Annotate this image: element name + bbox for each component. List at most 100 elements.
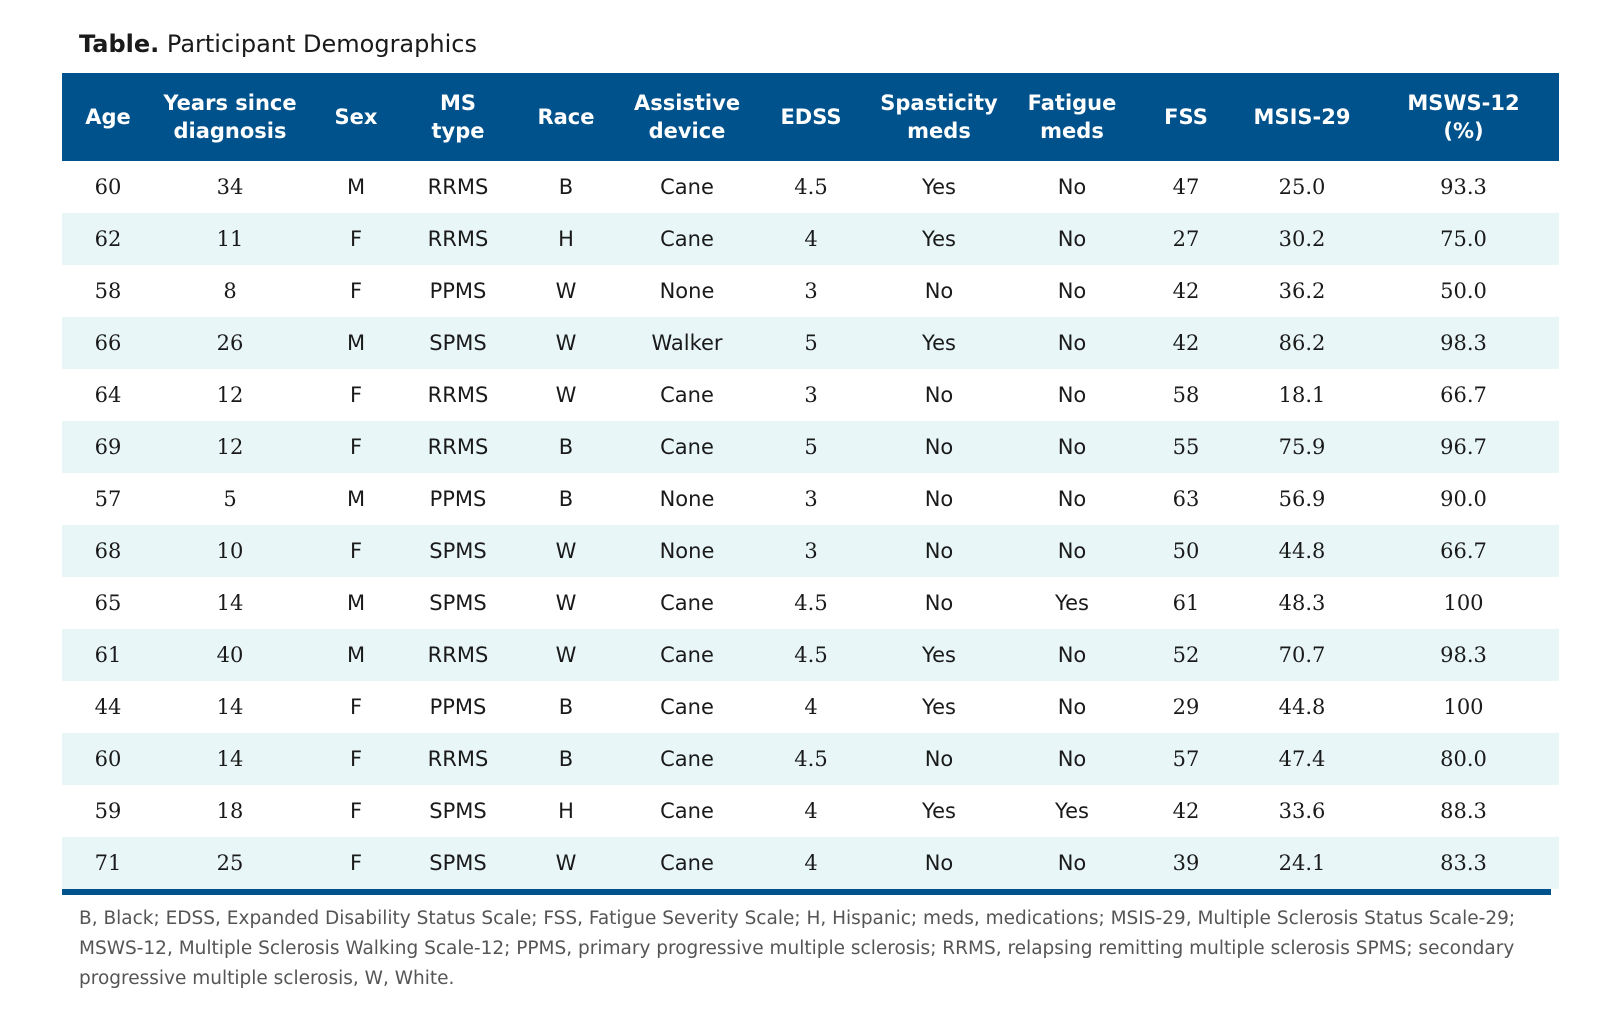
cell-ms_type: RRMS [406,629,510,681]
cell-msis: 47.4 [1236,733,1368,785]
cell-msws: 83.3 [1368,837,1559,889]
cell-assistive: Cane [622,577,752,629]
cell-msws: 100 [1368,577,1559,629]
table-row: 59 18 F SPMS H Cane 4 Yes Yes 42 33.6 88.3 [62,785,1559,837]
cell-msws: 100 [1368,681,1559,733]
cell-race: B [510,733,622,785]
cell-years: 26 [154,317,306,369]
cell-msws: 50.0 [1368,265,1559,317]
column-header-assistive: Assistive device [622,73,752,161]
table-row: 64 12 F RRMS W Cane 3 No No 58 18.1 66.7 [62,369,1559,421]
cell-fss: 42 [1136,785,1236,837]
column-header-line1: MS [439,91,477,115]
cell-assistive: Cane [622,213,752,265]
cell-sex: M [306,161,406,213]
cell-age: 65 [62,577,154,629]
cell-spasticity: No [870,369,1008,421]
cell-fss: 47 [1136,161,1236,213]
column-header-fatigue: Fatigue meds [1008,73,1136,161]
cell-msws: 98.3 [1368,317,1559,369]
cell-sex: M [306,629,406,681]
cell-edss: 4.5 [752,161,870,213]
cell-spasticity: Yes [870,785,1008,837]
cell-ms_type: RRMS [406,421,510,473]
cell-age: 60 [62,161,154,213]
cell-msis: 44.8 [1236,681,1368,733]
cell-age: 68 [62,525,154,577]
cell-fss: 52 [1136,629,1236,681]
column-header-line1: Assistive [633,91,741,115]
cell-fss: 50 [1136,525,1236,577]
table-row: 60 14 F RRMS B Cane 4.5 No No 57 47.4 80.0 [62,733,1559,785]
cell-age: 71 [62,837,154,889]
cell-fss: 61 [1136,577,1236,629]
cell-msis: 25.0 [1236,161,1368,213]
cell-age: 61 [62,629,154,681]
table-row: 58 8 F PPMS W None 3 No No 42 36.2 50.0 [62,265,1559,317]
cell-spasticity: No [870,265,1008,317]
cell-sex: F [306,733,406,785]
cell-msis: 30.2 [1236,213,1368,265]
cell-fatigue: No [1008,161,1136,213]
column-header-line1: Sex [334,105,378,129]
cell-fatigue: Yes [1008,785,1136,837]
cell-spasticity: No [870,421,1008,473]
cell-assistive: Cane [622,369,752,421]
cell-sex: F [306,681,406,733]
column-header-line1: EDSS [780,105,842,129]
cell-ms_type: RRMS [406,161,510,213]
cell-race: B [510,421,622,473]
cell-fss: 58 [1136,369,1236,421]
cell-fss: 42 [1136,317,1236,369]
cell-spasticity: Yes [870,213,1008,265]
column-header-line2: meds [907,119,971,143]
cell-spasticity: Yes [870,317,1008,369]
cell-fatigue: Yes [1008,577,1136,629]
cell-assistive: Cane [622,421,752,473]
cell-spasticity: No [870,837,1008,889]
cell-fss: 57 [1136,733,1236,785]
cell-years: 12 [154,369,306,421]
cell-years: 18 [154,785,306,837]
cell-spasticity: Yes [870,681,1008,733]
cell-years: 34 [154,161,306,213]
cell-years: 8 [154,265,306,317]
cell-edss: 4 [752,213,870,265]
table-title-text: Participant Demographics [166,30,477,58]
cell-spasticity: No [870,577,1008,629]
cell-fss: 39 [1136,837,1236,889]
cell-age: 64 [62,369,154,421]
cell-race: W [510,317,622,369]
cell-sex: M [306,317,406,369]
cell-years: 14 [154,733,306,785]
column-header-line1: MSWS-12 [1407,91,1520,115]
column-header-line1: Race [537,105,595,129]
cell-edss: 4.5 [752,577,870,629]
cell-fatigue: No [1008,733,1136,785]
cell-assistive: Walker [622,317,752,369]
cell-ms_type: SPMS [406,525,510,577]
cell-fatigue: No [1008,681,1136,733]
cell-msws: 66.7 [1368,369,1559,421]
cell-assistive: None [622,265,752,317]
cell-age: 69 [62,421,154,473]
cell-edss: 5 [752,317,870,369]
cell-assistive: Cane [622,785,752,837]
cell-fss: 29 [1136,681,1236,733]
column-header-line1: Spasticity [880,91,998,115]
cell-age: 57 [62,473,154,525]
cell-fatigue: No [1008,369,1136,421]
cell-race: B [510,473,622,525]
cell-sex: F [306,421,406,473]
column-header-sex: Sex [306,73,406,161]
table-bottom-rule [62,889,1551,895]
cell-years: 25 [154,837,306,889]
cell-msws: 80.0 [1368,733,1559,785]
cell-assistive: Cane [622,629,752,681]
table-row: 68 10 F SPMS W None 3 No No 50 44.8 66.7 [62,525,1559,577]
cell-fatigue: No [1008,525,1136,577]
column-header-race: Race [510,73,622,161]
column-header-spasticity: Spasticity meds [870,73,1008,161]
cell-msis: 56.9 [1236,473,1368,525]
cell-fss: 63 [1136,473,1236,525]
